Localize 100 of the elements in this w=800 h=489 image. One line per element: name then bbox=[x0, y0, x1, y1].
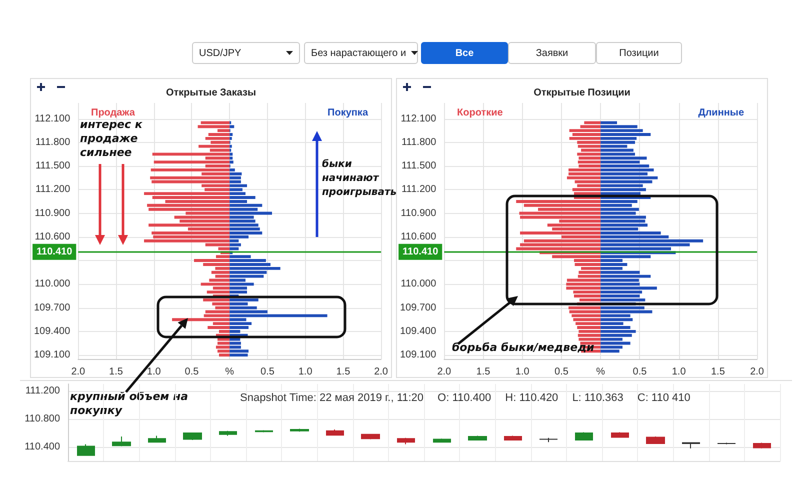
bar bbox=[200, 282, 230, 286]
bar bbox=[230, 314, 328, 318]
tab-button: Позиции bbox=[596, 42, 682, 64]
bar bbox=[600, 156, 647, 160]
bar bbox=[216, 346, 230, 349]
y-tick-label: 110.000 bbox=[400, 278, 437, 290]
bar bbox=[206, 290, 230, 294]
annotation: L: 110.363 bbox=[572, 392, 624, 404]
bar bbox=[230, 212, 272, 215]
bar bbox=[218, 354, 230, 357]
x-tick-label: 0.5 bbox=[184, 366, 200, 378]
annotation: O: 110.400 bbox=[438, 392, 492, 404]
bar bbox=[148, 224, 230, 227]
bar bbox=[230, 224, 258, 227]
bar bbox=[600, 263, 628, 266]
candlestick bbox=[77, 444, 95, 456]
candlestick bbox=[361, 434, 380, 440]
bar bbox=[230, 290, 248, 294]
bar bbox=[198, 125, 230, 128]
bar bbox=[600, 216, 646, 219]
bar bbox=[520, 231, 601, 234]
chart-title: Открытые Заказы bbox=[166, 88, 256, 98]
bar bbox=[600, 208, 639, 211]
bar bbox=[578, 160, 601, 164]
dropdown: Без нарастающего и bbox=[304, 42, 418, 64]
bar bbox=[568, 168, 601, 172]
bar bbox=[569, 136, 601, 140]
bar bbox=[200, 121, 230, 124]
candlestick bbox=[255, 430, 273, 433]
text: Покупка bbox=[328, 108, 368, 118]
bar bbox=[516, 247, 601, 250]
bar bbox=[152, 231, 230, 234]
annotation: борьба быки/медведи bbox=[452, 341, 596, 355]
bar bbox=[516, 200, 601, 203]
x-tick-label: 0.5 bbox=[260, 366, 275, 378]
bar bbox=[230, 176, 241, 180]
bar bbox=[566, 286, 601, 290]
bar bbox=[600, 176, 658, 180]
bar bbox=[230, 326, 249, 329]
bar bbox=[230, 354, 248, 357]
bar bbox=[577, 152, 601, 156]
bar bbox=[230, 243, 241, 246]
bar bbox=[578, 156, 601, 160]
y-tick-label: 110.900 bbox=[400, 208, 437, 219]
y-tick-label: 110.000 bbox=[34, 278, 71, 290]
bar bbox=[230, 156, 233, 160]
bar bbox=[150, 168, 230, 172]
ref-line-label: 110.410 bbox=[36, 246, 73, 258]
x-tick-label: 1.5 bbox=[710, 366, 726, 378]
candlestick bbox=[504, 435, 522, 440]
bar bbox=[154, 160, 230, 164]
x-tick-label: 2.0 bbox=[437, 366, 452, 378]
candlestick bbox=[397, 437, 415, 445]
candlestick bbox=[468, 435, 487, 440]
annotation: C: 110 410 bbox=[637, 392, 690, 404]
y-tick-label: 110.400 bbox=[24, 442, 60, 452]
x-tick-label: % bbox=[225, 366, 234, 378]
bar bbox=[211, 270, 230, 274]
bar bbox=[600, 133, 651, 136]
bar bbox=[568, 172, 601, 176]
y-tick-label: 111.500 bbox=[401, 160, 437, 172]
bar bbox=[230, 228, 260, 231]
bar bbox=[600, 298, 646, 302]
y-tick-label: 111.800 bbox=[401, 136, 437, 148]
bar bbox=[574, 263, 601, 266]
bar bbox=[208, 133, 230, 136]
y-tick-label: 109.700 bbox=[34, 302, 71, 314]
bar bbox=[230, 266, 280, 270]
annotation: Snapshot Time: 22 мая 2019 г., 11:20 bbox=[240, 392, 424, 404]
bar bbox=[568, 306, 601, 310]
bar bbox=[230, 220, 256, 223]
y-tick-label: 111.200 bbox=[35, 184, 71, 196]
bar bbox=[230, 152, 233, 156]
text: Длинные bbox=[698, 108, 744, 118]
bar bbox=[230, 350, 249, 353]
candlestick bbox=[112, 436, 131, 447]
bar bbox=[230, 196, 256, 199]
y-tick-label: 111.200 bbox=[25, 386, 60, 396]
y-tick-label: 110.800 bbox=[24, 414, 60, 424]
bar bbox=[230, 184, 248, 188]
x-tick-label: 2.0 bbox=[374, 366, 388, 378]
bar bbox=[600, 350, 620, 353]
bar bbox=[600, 274, 651, 278]
bar bbox=[600, 140, 636, 144]
y-tick-label: 111.800 bbox=[35, 136, 71, 148]
bar bbox=[600, 188, 646, 192]
text: Короткие bbox=[457, 108, 504, 118]
ref-line-label: 110.410 bbox=[402, 246, 439, 258]
bar bbox=[230, 247, 239, 250]
bar bbox=[208, 326, 230, 329]
bar bbox=[572, 133, 601, 136]
y-tick-label: 109.100 bbox=[34, 350, 71, 361]
bar bbox=[230, 274, 264, 278]
bar bbox=[576, 322, 601, 326]
annotation: H: 110.420 bbox=[505, 392, 558, 404]
bar bbox=[230, 125, 234, 128]
bar bbox=[198, 144, 230, 148]
bar bbox=[577, 326, 601, 329]
bar bbox=[152, 152, 230, 156]
bar bbox=[600, 224, 648, 227]
